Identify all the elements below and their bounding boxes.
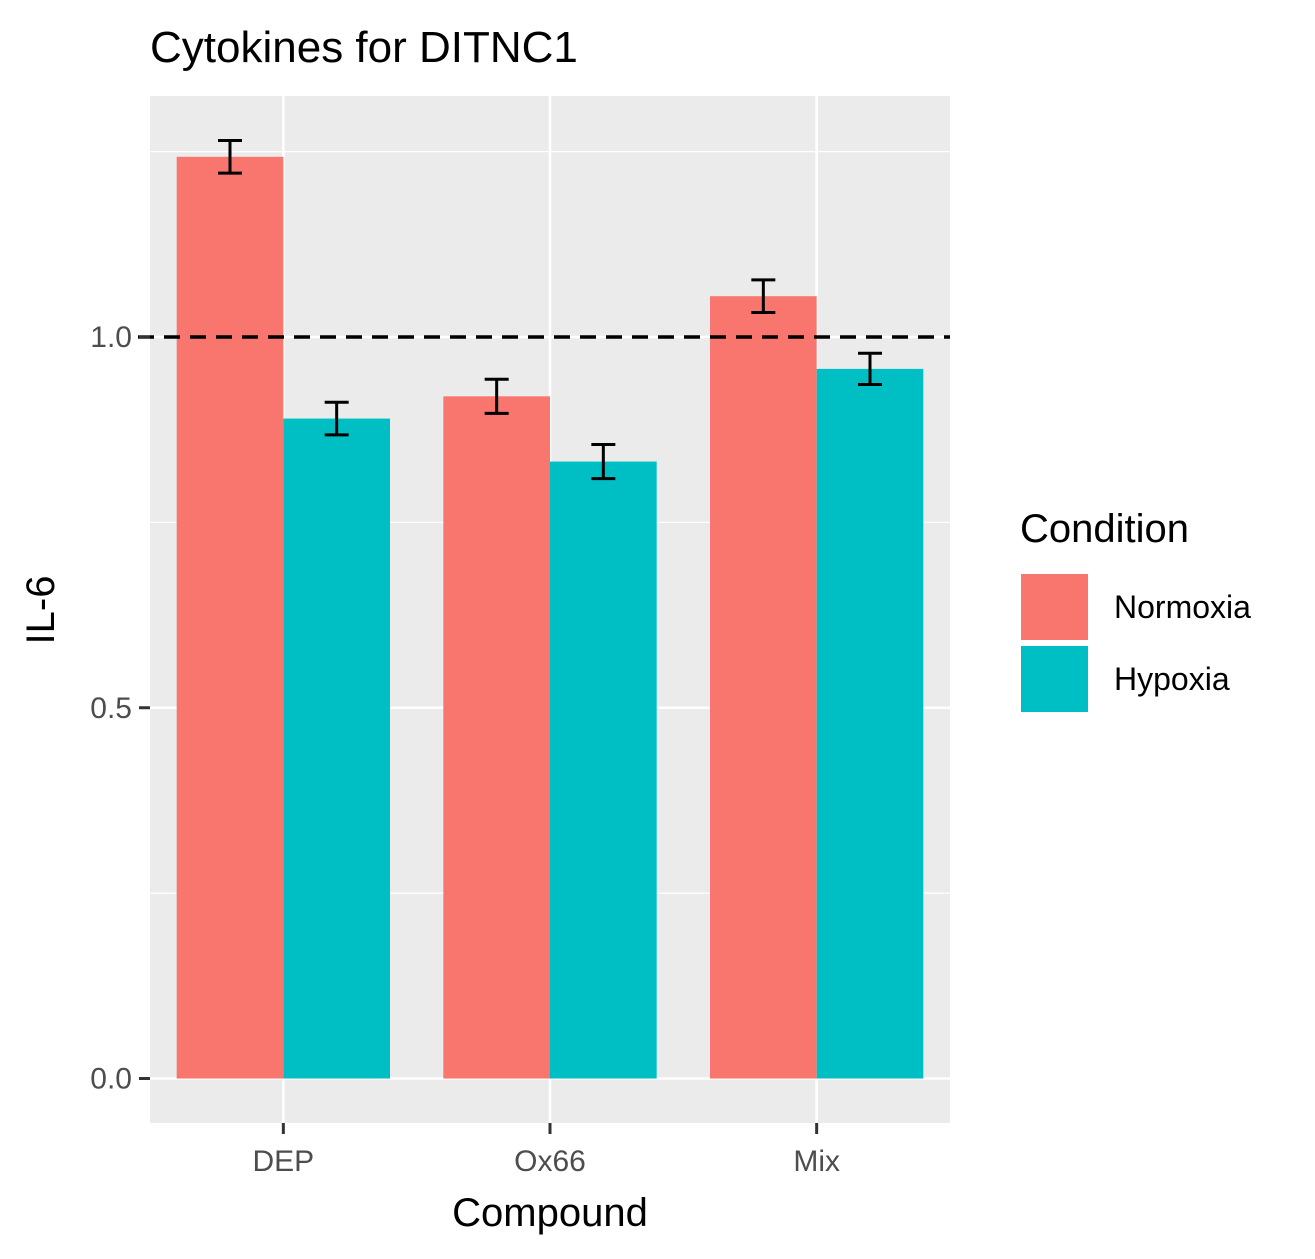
y-axis-title: IL-6 [19,576,63,645]
x-axis-title: Compound [452,1191,648,1235]
legend-items: Normoxia Hypoxia [1021,574,1251,712]
error-bars [218,138,882,481]
bar-normoxia-dep [176,156,284,1079]
x-tick-label: Ox66 [514,1145,586,1178]
legend-title: Condition [1020,507,1189,551]
error-bar-hypoxia-dep [324,400,349,437]
bars [176,156,924,1079]
y-tick-label: 1.0 [90,321,132,354]
error-bar-normoxia-dep [218,138,242,175]
chart-title: Cytokines for DITNC1 [150,23,578,72]
x-tick-label: Mix [793,1145,840,1178]
bar-normoxia-ox66 [443,396,550,1079]
legend-label-hypoxia: Hypoxia [1114,661,1230,697]
error-bar-normoxia-mix [751,278,776,315]
legend-label-normoxia: Normoxia [1114,589,1251,625]
y-axis: 0.0 0.5 1.0 [90,321,150,1096]
bar-hypoxia-mix [816,368,924,1079]
error-bar-normoxia-ox66 [484,377,509,415]
x-axis: DEP Ox66 Mix [252,1123,840,1178]
x-tick-label: DEP [252,1145,314,1178]
legend: Condition Normoxia Hypoxia [1020,507,1251,712]
legend-key-hypoxia [1021,646,1088,712]
y-tick-label: 0.0 [90,1063,132,1096]
bar-hypoxia-ox66 [550,461,657,1079]
bar-hypoxia-dep [283,418,390,1079]
bar-normoxia-mix [710,296,817,1079]
y-tick-label: 0.5 [90,692,132,725]
error-bar-hypoxia-ox66 [591,443,616,481]
legend-key-normoxia [1021,574,1088,640]
error-bar-hypoxia-mix [858,351,882,386]
